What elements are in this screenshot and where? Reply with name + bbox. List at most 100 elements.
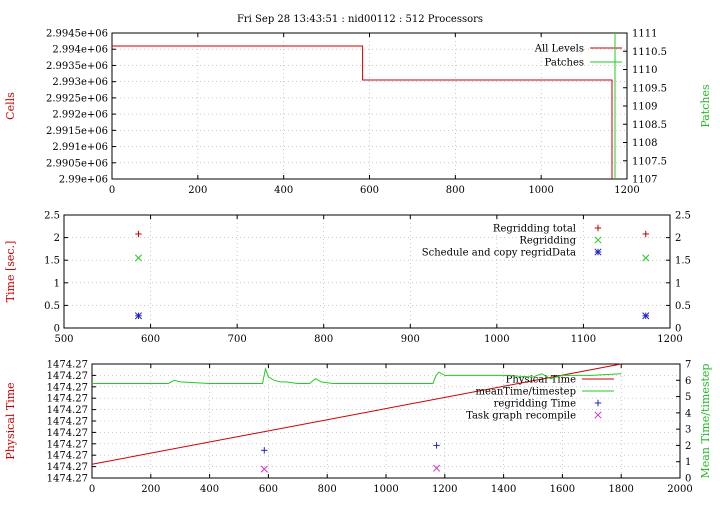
y-tick-label: 1474.27: [47, 462, 88, 473]
y-tick-label: 1.5: [44, 256, 60, 267]
y2-tick-label: 5: [685, 392, 691, 403]
x-tick-label: 1000: [528, 185, 553, 196]
y2-tick-label: 1111: [632, 29, 657, 40]
x-tick-label: 900: [401, 334, 420, 345]
x-tick-label: 1400: [491, 484, 516, 495]
data-point-2-0: [261, 447, 268, 454]
data-point-2-1: [642, 312, 650, 320]
y-tick-label: 2.99e+06: [59, 175, 108, 186]
data-point-1-0-stroke-1: [134, 254, 143, 262]
legend-swatch-1-stroke-1: [594, 236, 602, 244]
legend-swatch-2: [594, 248, 602, 256]
y2-tick-label: 7: [685, 360, 691, 371]
legend-swatch-3-stroke-1: [594, 411, 602, 419]
y-tick-label: 2.993e+06: [52, 77, 108, 88]
y-tick-label: 1474.27: [47, 360, 88, 371]
data-point-2-1-stroke-3: [642, 312, 650, 320]
y-tick-label: 1474.27: [47, 394, 88, 405]
y-axis-label: Physical Time: [4, 382, 17, 459]
x-tick-label: 500: [54, 334, 73, 345]
chart-0: 0 200 400 600 800 1000 1200 2.99e+06 2.9905e+06 2…: [4, 29, 712, 197]
page-title: Fri Sep 28 13:43:51 : nid00112 : 512 Pro…: [237, 14, 483, 25]
y-tick-label: 2.991e+06: [52, 142, 108, 153]
data-point-1-1: [642, 254, 650, 262]
y2-tick-label: 1107.5: [632, 156, 667, 167]
y-tick-label: 2.9935e+06: [46, 61, 108, 72]
y2-tick-label: 1108.5: [632, 120, 667, 131]
y2-tick-label: 1: [675, 278, 681, 289]
y-tick-label: 0.5: [44, 301, 60, 312]
y-tick-label: 1474.27: [47, 428, 88, 439]
legend-label: Regridding total: [493, 224, 576, 235]
y-tick-label: 1474.27: [47, 439, 88, 450]
y2-tick-label: 2.5: [675, 211, 691, 222]
x-tick-label: 1000: [484, 334, 509, 345]
charts-group: 0 200 400 600 800 1000 12002.99e+062.9905e+062…: [4, 29, 712, 496]
x-tick-label: 400: [200, 484, 219, 495]
y-tick-label: 1474.27: [47, 417, 88, 428]
y2-tick-label: 1110.5: [632, 47, 667, 58]
chart-1: 500 600 700 800 900 1000 1100 120000.511.522.50…: [4, 211, 691, 346]
legend-label: Regridding: [519, 236, 576, 247]
y-tick-label: 2.9925e+06: [46, 93, 108, 104]
y-tick-label: 1474.27: [47, 371, 88, 382]
y-tick-label: 2: [54, 233, 60, 244]
x-tick-label: 800: [314, 334, 333, 345]
y2-tick-label: 0: [685, 474, 691, 485]
y2-tick-label: 1108: [632, 138, 657, 149]
data-point-3-1-stroke-1: [433, 464, 441, 472]
x-tick-label: 700: [228, 334, 247, 345]
legend-label: Patches: [545, 58, 584, 69]
y-tick-label: 1474.27: [47, 451, 88, 462]
x-tick-label: 1600: [550, 484, 575, 495]
x-tick-label: 1200: [432, 484, 457, 495]
legend-label: Task graph recompile: [466, 411, 576, 422]
x-tick-label: 1000: [373, 484, 398, 495]
y2-tick-label: 3: [685, 425, 691, 436]
y2-tick-label: 1109: [632, 102, 657, 113]
data-point-3-1: [433, 464, 441, 472]
x-tick-label: 800: [318, 484, 337, 495]
y2-tick-label: 2: [685, 441, 691, 452]
y2-tick-label: 1.5: [675, 256, 691, 267]
series-line-0: [91, 363, 622, 465]
x-tick-label: 0: [89, 484, 95, 495]
x-tick-label: 600: [141, 334, 160, 345]
y2-axis-label: Mean Time/timestep: [699, 364, 712, 479]
y-tick-label: 2.5: [44, 211, 60, 222]
legend-label: regridding Time: [494, 399, 576, 410]
x-tick-label: 800: [446, 185, 465, 196]
y2-tick-label: 1: [685, 457, 691, 468]
y2-tick-label: 6: [685, 376, 691, 387]
legend-label: All Levels: [534, 44, 584, 55]
y2-tick-label: 1107: [632, 175, 657, 186]
y2-tick-label: 4: [685, 408, 691, 419]
series-line-0: [112, 45, 613, 179]
data-point-1-1-stroke-1: [642, 254, 650, 262]
data-point-2-0-stroke-3: [134, 312, 143, 320]
legend-swatch-2-stroke-3: [594, 248, 602, 256]
y-tick-label: 0: [54, 324, 60, 335]
x-tick-label: 400: [274, 185, 293, 196]
y-tick-label: 2.9945e+06: [46, 29, 108, 40]
y2-tick-label: 1110: [632, 65, 657, 76]
data-point-3-0-stroke-1: [260, 465, 268, 473]
y-tick-label: 2.992e+06: [52, 110, 108, 121]
x-tick-label: 200: [188, 185, 207, 196]
legend-swatch-0: [594, 224, 602, 232]
y-tick-label: 2.9905e+06: [46, 158, 108, 169]
data-point-2-0: [134, 312, 143, 320]
x-tick-label: 1200: [657, 334, 682, 345]
y-axis-label: Time [sec.]: [4, 241, 17, 303]
x-tick-label: 600: [259, 484, 278, 495]
y2-axis-label: Patches: [699, 84, 712, 128]
y-tick-label: 1474.27: [47, 474, 88, 485]
series-line-1: [92, 367, 622, 384]
x-tick-label: 1100: [571, 334, 596, 345]
x-tick-label: 1800: [608, 484, 633, 495]
data-point-0-1: [642, 230, 649, 238]
y-tick-label: 1474.27: [47, 382, 88, 393]
legend-label: meanTime/timestep: [475, 387, 576, 398]
legend-swatch-1: [594, 236, 602, 244]
